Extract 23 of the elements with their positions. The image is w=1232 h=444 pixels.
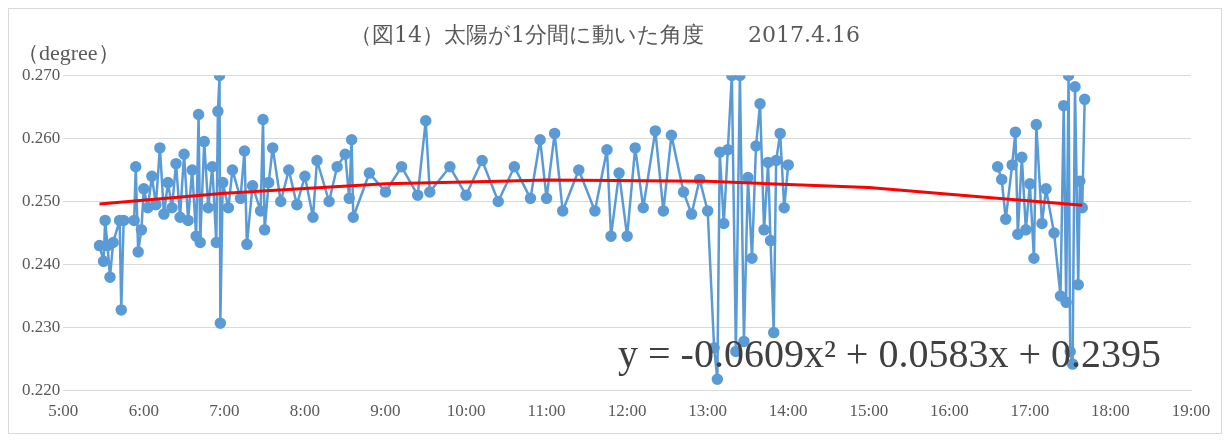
- x-tick-label: 17:00: [1010, 401, 1050, 421]
- x-tick-label: 12:00: [607, 401, 647, 421]
- y-tick-label: 0.240: [22, 253, 61, 273]
- y-axis-title: （degree）: [17, 39, 120, 65]
- y-tick-label: 0.260: [22, 127, 61, 147]
- y-tick-label: 0.250: [22, 190, 61, 210]
- x-tick-label: 7:00: [209, 401, 240, 421]
- y-tick-label: 0.220: [22, 380, 61, 400]
- x-tick-label: 5:00: [48, 401, 79, 421]
- x-tick-label: 19:00: [1171, 401, 1211, 421]
- x-tick-label: 6:00: [128, 401, 159, 421]
- x-tick-label: 16:00: [929, 401, 969, 421]
- x-tick-label: 15:00: [849, 401, 889, 421]
- x-tick-label: 9:00: [370, 401, 401, 421]
- x-tick-label: 11:00: [527, 401, 566, 421]
- y-tick-label: 0.270: [22, 64, 61, 84]
- y-tick-label: 0.230: [22, 317, 61, 337]
- x-tick-label: 10:00: [446, 401, 486, 421]
- x-tick-label: 18:00: [1091, 401, 1130, 421]
- chart-title: （図14）太陽が1分間に動いた角度 2017.4.16: [350, 21, 860, 47]
- x-tick-label: 14:00: [768, 401, 808, 421]
- x-tick-label: 13:00: [688, 401, 728, 421]
- x-tick-label: 8:00: [289, 401, 321, 421]
